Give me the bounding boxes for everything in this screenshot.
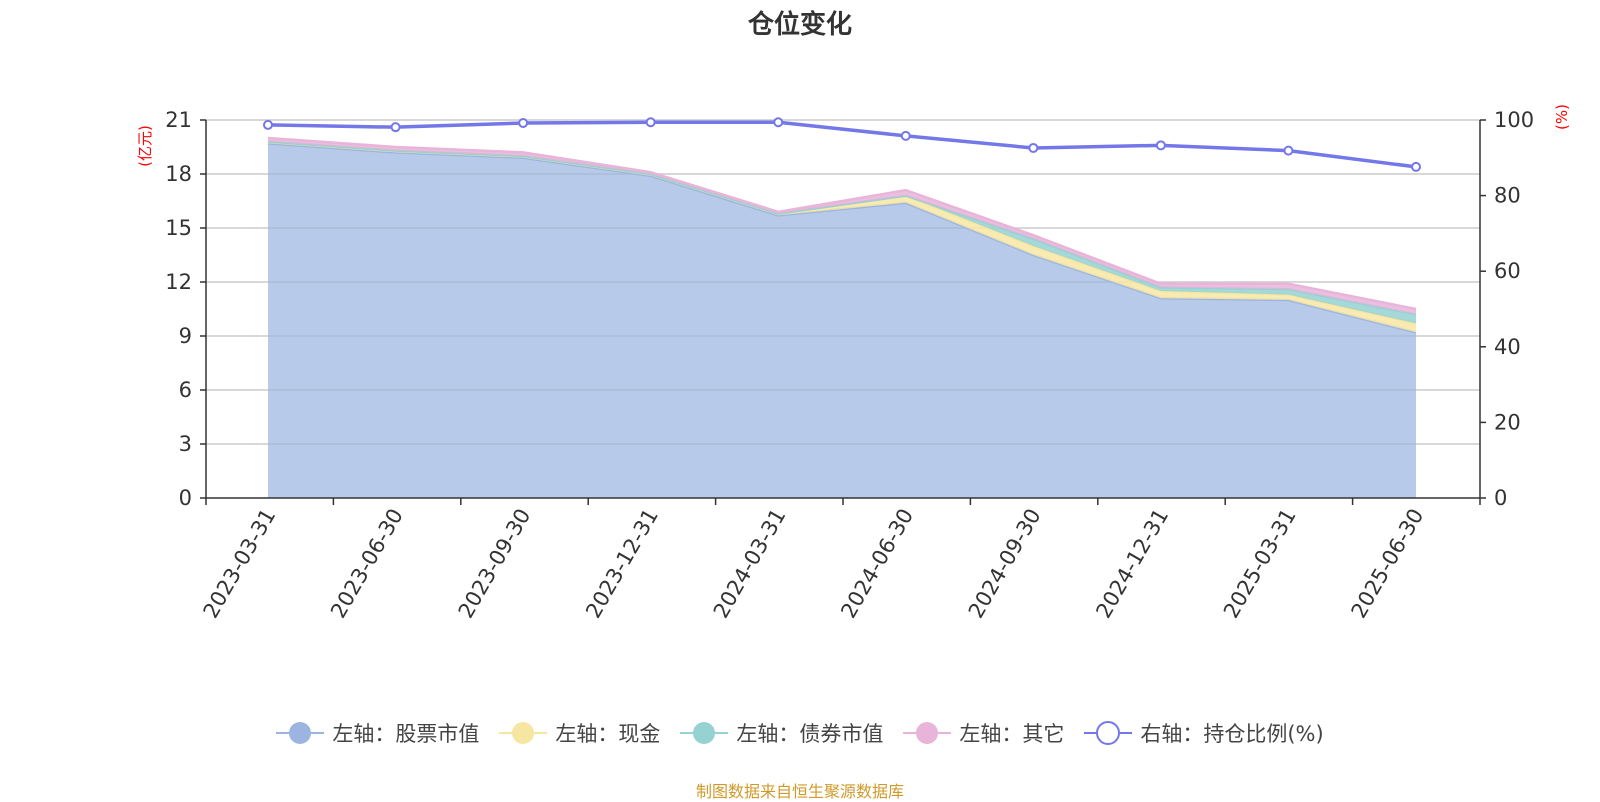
x-tick-label-5: 2024-06-30 [836, 505, 918, 623]
left-tick-label-0: 0 [179, 486, 192, 510]
legend-label-0: 左轴：股票市值 [332, 722, 480, 746]
legend: 左轴：股票市值 左轴：现金 左轴：债券市值 左轴：其它 右轴：持仓比例(%) [0, 718, 1600, 748]
left-tick-label-6: 18 [165, 162, 192, 186]
x-tick-label-1: 2023-06-30 [326, 505, 408, 623]
legend-label-1: 左轴：现金 [555, 722, 661, 746]
legend-item-2[interactable]: 左轴：债券市值 [680, 718, 883, 748]
right-tick-label-1: 20 [1494, 410, 1521, 434]
left-axis-label: (亿元) [136, 125, 154, 167]
right-axis-label: (%) [1553, 104, 1571, 130]
ratio-point-0 [263, 119, 273, 130]
legend-item-0[interactable]: 左轴：股票市值 [276, 718, 479, 748]
ratio-point-7 [1155, 140, 1166, 151]
area-series-1 [268, 141, 1416, 333]
x-tick-label-3: 2023-12-31 [581, 505, 663, 623]
ratio-point-6 [1028, 142, 1039, 153]
left-tick-label-3: 9 [179, 324, 192, 348]
holding-ratio-line [263, 117, 1421, 172]
ratio-point-2 [518, 118, 529, 129]
ratio-point-4 [773, 117, 784, 128]
legend-item-3[interactable]: 左轴：其它 [903, 718, 1064, 748]
source-note: 制图数据来自恒生聚源数据库 [695, 782, 904, 801]
x-tick-label-8: 2025-03-31 [1219, 505, 1301, 623]
left-tick-label-2: 6 [179, 378, 192, 402]
right-tick-label-3: 60 [1494, 259, 1521, 283]
legend-swatch-4 [1084, 721, 1133, 745]
area-series-0 [268, 143, 1416, 498]
legend-label-4: 右轴：持仓比例(%) [1140, 722, 1324, 746]
legend-item-4[interactable]: 右轴：持仓比例(%) [1084, 718, 1324, 748]
legend-swatch-0 [276, 722, 325, 744]
legend-label-3: 左轴：其它 [959, 722, 1065, 746]
ratio-point-1 [390, 122, 401, 133]
ratio-line [267, 120, 1417, 169]
ratio-point-8 [1283, 145, 1294, 156]
x-tick-label-2: 2023-09-30 [454, 505, 536, 623]
chart-title: 仓位变化 [747, 10, 852, 40]
area-edge-series-3 [267, 136, 1417, 311]
ratio-point-3 [645, 117, 656, 128]
right-tick-label-5: 100 [1494, 108, 1534, 132]
left-tick-label-4: 12 [165, 270, 192, 294]
x-tick-label-6: 2024-09-30 [964, 505, 1046, 623]
x-tick-label-7: 2024-12-31 [1091, 505, 1173, 623]
left-tick-label-7: 21 [165, 108, 192, 132]
left-tick-label-1: 3 [179, 432, 192, 456]
legend-swatch-1 [499, 722, 548, 744]
x-tick-label-9: 2025-06-30 [1347, 505, 1429, 623]
ratio-point-5 [900, 130, 911, 141]
ratio-point-9 [1411, 161, 1421, 172]
area-series-2 [268, 141, 1416, 324]
x-tick-label-4: 2024-03-31 [709, 505, 791, 623]
legend-item-1[interactable]: 左轴：现金 [499, 718, 660, 748]
right-tick-label-4: 80 [1494, 184, 1521, 208]
right-tick-label-2: 40 [1494, 335, 1521, 359]
chart-plot: 0 3 6 9 12 15 18 21 0 20 40 60 80 100 2023-03-31 2023-0… [136, 104, 1571, 623]
stacked-areas [267, 136, 1417, 498]
legend-swatch-3 [903, 722, 952, 744]
legend-label-2: 左轴：债券市值 [736, 722, 884, 746]
left-tick-label-5: 15 [165, 216, 192, 240]
right-tick-label-0: 0 [1494, 486, 1507, 510]
legend-swatch-2 [680, 722, 729, 744]
x-tick-label-0: 2023-03-31 [199, 505, 281, 623]
